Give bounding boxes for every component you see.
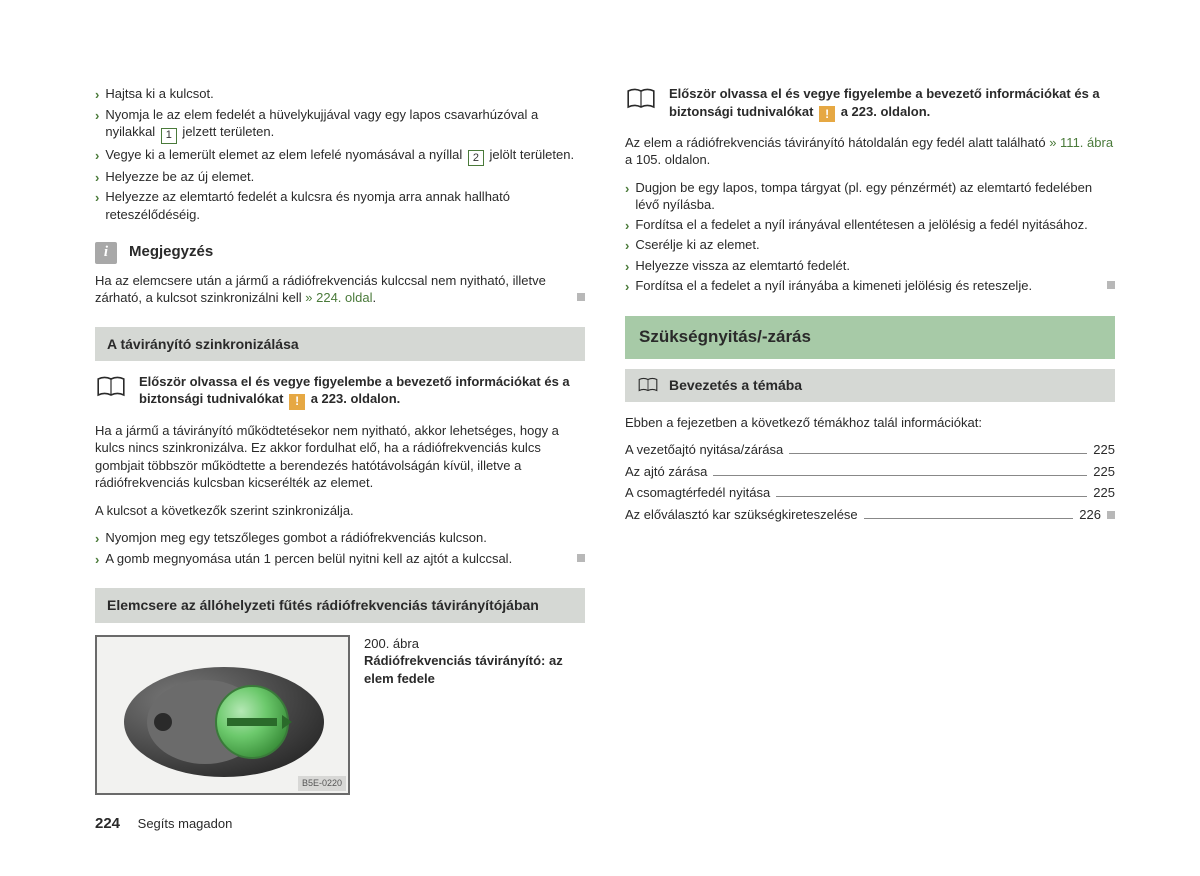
step-text: Dugjon be egy lapos, tompa tárgyat (pl. … [635, 179, 1115, 214]
paragraph: Ebben a fejezetben a következő témákhoz … [625, 414, 1115, 432]
figure-code: B5E-0220 [298, 776, 346, 790]
page-footer: 224 Segíts magadon [95, 814, 232, 834]
toc: A vezetőajtó nyitása/zárása225 Az ajtó z… [625, 441, 1115, 523]
page-number: 224 [95, 815, 120, 832]
chevron-icon: › [625, 278, 629, 296]
chevron-icon: › [625, 258, 629, 276]
step-text: Nyomja le az elem fedelét a hüvelykujjáv… [105, 106, 585, 144]
toc-item[interactable]: Az ajtó zárása225 [625, 463, 1115, 481]
section-end-icon [1107, 281, 1115, 289]
paragraph: Ha a jármű a távirányító működtetésekor … [95, 422, 585, 492]
toc-item[interactable]: A csomagtérfedél nyitása225 [625, 484, 1115, 502]
subsection-heading-intro: Bevezetés a témába [625, 369, 1115, 402]
list-item: › Helyezze vissza az elemtartó fedelét. [625, 257, 1115, 276]
subsection-title: Bevezetés a témába [669, 376, 802, 395]
list-item: › Helyezze be az új elemet. [95, 168, 585, 187]
book-icon [637, 377, 659, 393]
chevron-icon: › [625, 180, 629, 198]
left-column: › Hajtsa ki a kulcsot. › Nyomja le az elem… [95, 85, 585, 795]
list-item: › Hajtsa ki a kulcsot. [95, 85, 585, 104]
steps-list-2: › Nyomjon meg egy tetszőleges gombot a rá… [95, 529, 585, 568]
read-first-note: Először olvassa el és vegye figyelembe a… [625, 85, 1115, 122]
chevron-icon: › [95, 169, 99, 187]
section-heading-emergency: Szükségnyitás/-zárás [625, 316, 1115, 359]
section-heading-heater: Elemcsere az állóhelyzeti fűtés rádiófre… [95, 588, 585, 622]
remote-svg [97, 637, 352, 797]
figure-caption: 200. ábra Rádiófrekvenciás távirányító: … [364, 635, 585, 795]
callout-box-2: 2 [468, 150, 484, 166]
list-item: › A gomb megnyomása után 1 percen belül n… [95, 550, 585, 569]
chevron-icon: › [95, 147, 99, 165]
chevron-icon: › [95, 189, 99, 207]
read-first-text: Először olvassa el és vegye figyelembe a… [139, 373, 585, 410]
step-text: Helyezze vissza az elemtartó fedelét. [635, 257, 1115, 275]
book-icon [625, 87, 657, 111]
step-text: Helyezze be az új elemet. [105, 168, 585, 186]
section-heading-sync: A távirányító szinkronizálása [95, 327, 585, 361]
xref-link[interactable]: » 224. oldal [305, 290, 372, 305]
list-item: › Nyomjon meg egy tetszőleges gombot a rá… [95, 529, 585, 548]
section-end-icon [1107, 511, 1115, 519]
read-first-note: Először olvassa el és vegye figyelembe a… [95, 373, 585, 410]
warning-icon: ! [289, 394, 305, 410]
note-body: Ha az elemcsere után a jármű a rádiófrek… [95, 272, 585, 307]
chevron-icon: › [625, 217, 629, 235]
info-icon: i [95, 242, 117, 264]
chevron-icon: › [625, 237, 629, 255]
toc-item[interactable]: A vezetőajtó nyitása/zárása225 [625, 441, 1115, 459]
callout-box-1: 1 [161, 128, 177, 144]
list-item: › Vegye ki a lemerült elemet az elem lefe… [95, 146, 585, 166]
step-text: Nyomjon meg egy tetszőleges gombot a rád… [105, 529, 585, 547]
chevron-icon: › [95, 107, 99, 125]
figure-200: B5E-0220 200. ábra Rádiófrekvenciás távi… [95, 635, 585, 795]
step-text: Helyezze az elemtartó fedelét a kulcsra … [105, 188, 585, 223]
list-item: › Dugjon be egy lapos, tompa tárgyat (pl.… [625, 179, 1115, 214]
figure-image: B5E-0220 [95, 635, 350, 795]
chevron-icon: › [95, 551, 99, 569]
right-column: Először olvassa el és vegye figyelembe a… [625, 85, 1115, 795]
steps-list-3: › Dugjon be egy lapos, tompa tárgyat (pl.… [625, 179, 1115, 296]
book-icon [95, 375, 127, 399]
list-item: › Cserélje ki az elemet. [625, 236, 1115, 255]
paragraph: A kulcsot a következők szerint szinkroni… [95, 502, 585, 520]
steps-list-1: › Hajtsa ki a kulcsot. › Nyomja le az elem… [95, 85, 585, 224]
note-title: Megjegyzés [129, 242, 213, 262]
step-text: Fordítsa el a fedelet a nyíl irányába a … [635, 277, 1107, 295]
chevron-icon: › [95, 86, 99, 104]
step-text: A gomb megnyomása után 1 percen belül ny… [105, 550, 577, 568]
section-end-icon [577, 554, 585, 562]
footer-section: Segíts magadon [138, 816, 233, 831]
list-item: › Fordítsa el a fedelet a nyíl irányával … [625, 216, 1115, 235]
step-text: Cserélje ki az elemet. [635, 236, 1115, 254]
step-text: Vegye ki a lemerült elemet az elem lefel… [105, 146, 585, 166]
step-text: Fordítsa el a fedelet a nyíl irányával e… [635, 216, 1115, 234]
read-first-text: Először olvassa el és vegye figyelembe a… [669, 85, 1115, 122]
step-text: Hajtsa ki a kulcsot. [105, 85, 585, 103]
list-item: › Helyezze az elemtartó fedelét a kulcsra… [95, 188, 585, 223]
list-item: › Fordítsa el a fedelet a nyíl irányába a… [625, 277, 1115, 296]
chevron-icon: › [95, 530, 99, 548]
section-end-icon [577, 293, 585, 301]
warning-icon: ! [819, 106, 835, 122]
note-header: i Megjegyzés [95, 242, 585, 264]
list-item: › Nyomja le az elem fedelét a hüvelykujjá… [95, 106, 585, 144]
paragraph: Az elem a rádiófrekvenciás távirányító h… [625, 134, 1115, 169]
xref-link[interactable]: » 111. ábra [1049, 135, 1113, 150]
toc-item[interactable]: Az előválasztó kar szükségkireteszelése2… [625, 506, 1115, 524]
